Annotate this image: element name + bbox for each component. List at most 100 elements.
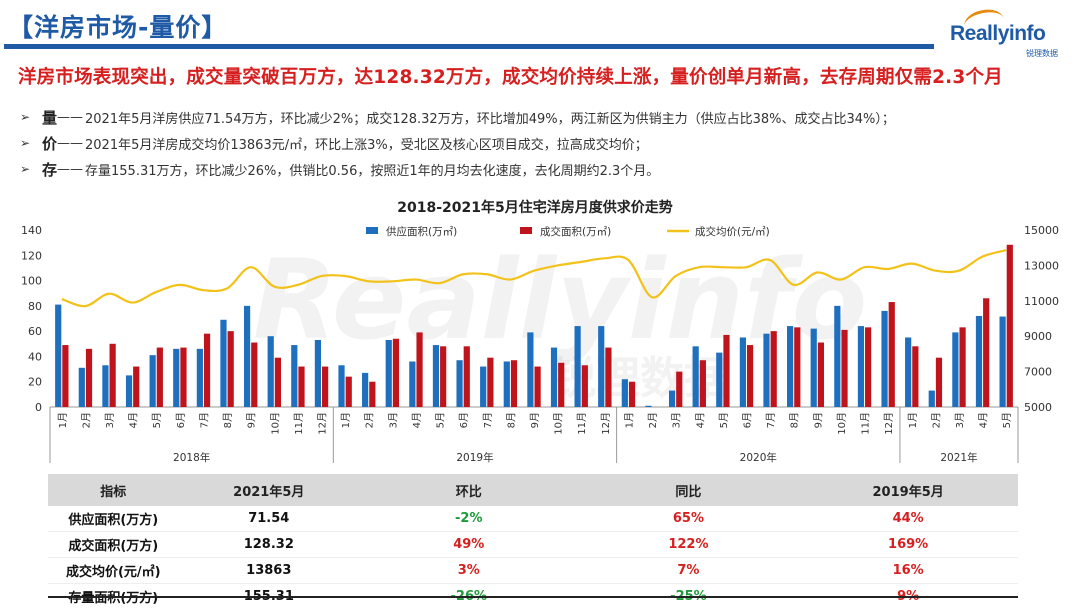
bar-sales (298, 366, 305, 407)
table-cell-yoy: 122% (578, 531, 799, 558)
legend-label: 成交面积(万㎡) (540, 225, 611, 238)
legend-swatch (366, 227, 378, 234)
bar-sales (959, 327, 966, 407)
x-tick-label: 8月 (505, 412, 517, 428)
bullet-text: 2021年5月洋房成交均价13863元/㎡，环比上涨3%，受北区及核心区项目成交… (85, 137, 648, 153)
page-title: 【洋房市场-量价】 (8, 13, 228, 42)
x-tick-label: 6月 (741, 412, 753, 428)
table-cell-label: 存量面积(万方) (68, 591, 159, 606)
bar-sales (770, 331, 777, 407)
bar-supply (834, 305, 841, 407)
headline: 洋房市场表现突出，成交量突破百万方，达128.32万方，成交均价持续上涨，量价创… (18, 67, 1003, 88)
arrow-icon: ➢ (20, 136, 31, 150)
bar-supply (621, 379, 628, 407)
bar-sales (369, 381, 376, 407)
bar-sales (109, 343, 116, 407)
x-tick-label: 11月 (293, 412, 305, 435)
bar-sales (322, 366, 329, 407)
x-tick-label: 5月 (435, 412, 447, 428)
bullet-key: 价 (42, 134, 58, 153)
table-cell-value: 71.54 (178, 506, 359, 532)
table-header-row: 指标 2021年5月 环比 同比 2019年5月 (48, 474, 1018, 506)
bullet-dash: —— (57, 109, 84, 125)
bar-supply (857, 326, 865, 407)
table-cell-label: 成交均价(元/㎡) (48, 557, 179, 584)
bar-supply (338, 365, 345, 407)
y-tick-label: 140 (21, 224, 42, 237)
bar-supply (291, 345, 298, 407)
y2-tick-label: 11000 (1024, 295, 1059, 308)
x-tick-label: 8月 (789, 412, 801, 428)
bar-sales (274, 357, 281, 407)
x-tick-label: 1月 (907, 412, 919, 428)
bar-sales (723, 334, 730, 407)
table-cell-yoy: 65% (578, 506, 799, 532)
x-tick-label: 2月 (647, 412, 659, 428)
bar-supply (220, 319, 227, 407)
x-tick-label: 3月 (671, 412, 683, 428)
x-tick-label: 7月 (482, 412, 494, 428)
x-tick-label: 2月 (80, 412, 92, 428)
x-tick-label: 6月 (458, 412, 470, 428)
x-tick-label: 9月 (246, 412, 258, 428)
bar-sales (133, 366, 140, 407)
bar-supply (78, 367, 85, 407)
bar-supply (456, 360, 463, 407)
supply-demand-price-chart: Reallyinfo锐理数据2018-2021年5月住宅洋房月度供求价走势供应面… (21, 199, 1059, 464)
table-cell-label: 成交面积(万方) (48, 531, 179, 558)
x-tick-label: 3月 (104, 412, 116, 428)
x-tick-label: 1月 (57, 412, 69, 428)
x-tick-label: 10月 (836, 412, 848, 435)
arrow-icon: ➢ (20, 162, 31, 176)
bar-supply (432, 345, 440, 407)
x-tick-label: 9月 (529, 412, 541, 428)
bar-supply (173, 348, 180, 407)
bar-sales (746, 345, 754, 407)
bar-supply (598, 326, 605, 407)
x-tick-label: 11月 (860, 412, 872, 435)
bar-supply (267, 336, 274, 407)
x-tick-label: 3月 (954, 412, 966, 428)
year-label: 2021年 (940, 451, 977, 464)
bullet-key: 存 (42, 160, 58, 179)
table-cell-value: 128.32 (178, 531, 359, 558)
legend-label: 供应面积(万㎡) (386, 225, 457, 238)
bar-sales (794, 327, 801, 407)
x-tick-label: 5月 (718, 412, 730, 428)
bar-sales (841, 329, 848, 407)
table-cell-mom: 3% (358, 557, 579, 584)
bar-sales (558, 362, 565, 407)
table-header: 指标 (48, 474, 179, 506)
x-tick-label: 2月 (364, 412, 376, 428)
bar-sales (628, 381, 636, 407)
x-tick-label: 5月 (151, 412, 163, 428)
y-tick-label: 120 (21, 249, 42, 262)
bar-supply (503, 361, 510, 407)
table-header: 2019年5月 (798, 474, 1018, 506)
bar-supply (905, 337, 912, 407)
table-bottom-rule (48, 596, 1018, 598)
x-tick-label: 5月 (1001, 412, 1013, 428)
y2-tick-label: 7000 (1024, 366, 1052, 379)
bullet-dash: —— (57, 161, 84, 177)
x-tick-label: 10月 (269, 412, 281, 435)
bar-supply (55, 304, 62, 407)
x-tick-label: 10月 (553, 412, 565, 435)
bar-supply (125, 375, 133, 407)
bar-supply (362, 372, 369, 407)
bar-supply (480, 366, 487, 407)
bar-supply (550, 347, 558, 407)
bar-sales (699, 360, 706, 407)
x-tick-label: 12月 (600, 412, 612, 435)
bar-sales (345, 376, 352, 407)
bar-supply (928, 390, 935, 407)
logo-subtext: 锐理数据 (1026, 49, 1058, 58)
bar-sales (581, 365, 588, 407)
x-tick-label: 4月 (128, 412, 140, 428)
x-tick-label: 2月 (930, 412, 942, 428)
y2-tick-label: 9000 (1024, 330, 1052, 343)
bullet-list: ➢ 量 —— 2021年5月洋房供应71.54万方，环比减少2%；成交128.3… (20, 104, 1070, 182)
table-cell-mom: 49% (358, 531, 579, 558)
bar-sales (416, 332, 423, 407)
y2-tick-label: 15000 (1024, 224, 1059, 237)
